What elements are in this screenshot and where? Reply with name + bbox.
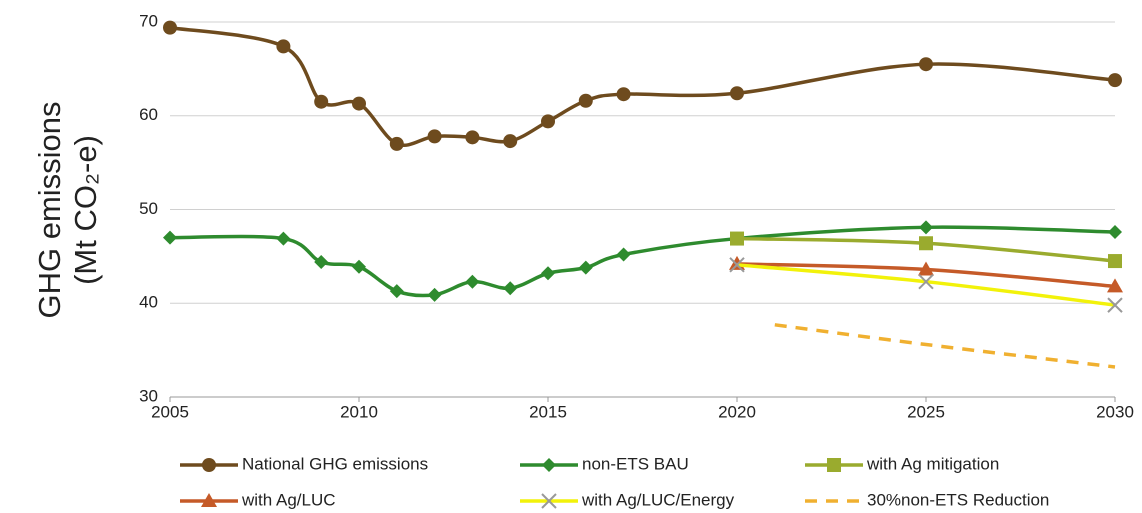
marker [202,458,216,472]
marker [918,261,934,276]
marker [314,94,329,109]
legend-label: with Ag/LUC/Energy [581,490,735,509]
marker [465,130,480,145]
series-line [774,323,1116,369]
marker [578,260,593,275]
marker [163,20,177,35]
marker [352,259,366,274]
x-tick-label: 2005 [151,402,189,421]
marker [503,134,518,149]
y-axis-label: GHG emissions [32,101,67,318]
legend-label: with Ag/LUC [241,490,336,509]
legend-item: with Ag mitigation [805,454,999,473]
legend-item: with Ag/LUC [180,490,336,509]
marker [1108,254,1122,269]
marker [541,266,555,281]
marker [389,136,404,151]
marker [616,87,631,102]
marker [827,458,841,472]
legend-item: with Ag/LUC/Energy [520,490,735,509]
marker [919,220,933,235]
marker [276,231,291,246]
marker [352,96,366,111]
marker [314,255,329,269]
legend-item: non-ETS BAU [520,454,689,473]
marker [163,230,177,245]
marker [542,458,556,472]
marker [276,39,291,54]
series-line [169,225,1116,298]
legend-item: 30%non-ETS Reduction [805,490,1049,509]
legend-label: with Ag mitigation [866,454,999,473]
legend-label: National GHG emissions [242,454,428,473]
marker [730,86,744,101]
marker [503,281,518,296]
y-tick-label: 50 [139,199,158,218]
y-tick-label: 40 [139,293,158,312]
marker [919,57,933,72]
x-tick-label: 2020 [718,402,756,421]
marker [918,273,934,290]
x-tick-label: 2015 [529,402,567,421]
y-axis-label: (Mt CO₂-e) [68,135,103,285]
y-tick-label: 70 [139,11,158,30]
y-tick-label: 60 [139,105,158,124]
marker [616,247,631,262]
marker [1107,297,1123,313]
marker [541,114,555,129]
marker [389,284,404,299]
legend-item: National GHG emissions [180,454,428,473]
marker [1108,225,1122,239]
marker [427,287,442,302]
y-tick-label: 30 [139,386,158,405]
x-tick-label: 2030 [1096,402,1134,421]
series-line [169,25,1116,147]
marker [201,493,217,507]
marker [919,236,933,251]
marker [427,129,442,144]
marker [1107,278,1123,293]
x-tick-label: 2025 [907,402,945,421]
x-tick-label: 2010 [340,402,378,421]
marker [541,493,557,509]
marker [1108,73,1122,88]
marker [730,231,744,246]
marker [465,274,480,289]
legend-label: non-ETS BAU [582,454,689,473]
legend-label: 30%non-ETS Reduction [867,490,1049,509]
marker [578,93,593,108]
marker [729,257,745,273]
